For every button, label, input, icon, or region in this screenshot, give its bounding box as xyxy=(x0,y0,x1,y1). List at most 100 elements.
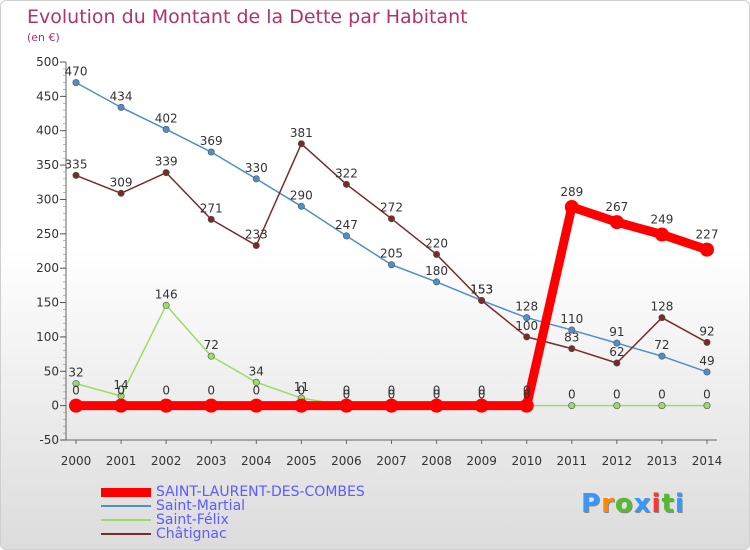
data-label: 72 xyxy=(654,338,669,352)
y-tick-label: 150 xyxy=(36,296,59,310)
data-label: 220 xyxy=(425,236,448,250)
data-point xyxy=(429,398,444,413)
data-point xyxy=(658,402,666,410)
data-point xyxy=(613,402,621,410)
data-point xyxy=(72,79,80,87)
data-label: 0 xyxy=(343,384,351,398)
data-label: 205 xyxy=(380,247,403,261)
y-tick-label: 250 xyxy=(36,227,59,241)
data-label: 289 xyxy=(560,185,583,199)
data-label: 290 xyxy=(290,188,313,202)
data-point xyxy=(69,398,83,413)
data-label: 381 xyxy=(290,126,313,140)
data-point xyxy=(654,227,669,242)
data-point xyxy=(433,250,441,258)
legend-item: Saint-Félix xyxy=(101,513,365,527)
legend-label: SAINT-LAURENT-DES-COMBES xyxy=(156,484,365,500)
x-tick-label: 2003 xyxy=(196,454,227,468)
data-label: 0 xyxy=(388,388,396,402)
data-label: 153 xyxy=(470,282,493,296)
data-label: 0 xyxy=(433,388,441,402)
data-point xyxy=(339,398,354,413)
data-point xyxy=(433,278,441,286)
x-tick-label: 2006 xyxy=(331,454,362,468)
data-point xyxy=(117,103,125,111)
series-0 xyxy=(69,200,714,413)
legend-swatch xyxy=(101,487,151,497)
data-label: 335 xyxy=(65,157,88,171)
data-label: 0 xyxy=(388,384,396,398)
proxiti-logo: Proxiti xyxy=(581,489,685,519)
data-point xyxy=(207,215,215,223)
y-tick-label: 50 xyxy=(44,364,59,378)
chart-subtitle: (en €) xyxy=(27,31,60,44)
data-point xyxy=(387,215,395,223)
data-label: 92 xyxy=(699,324,714,338)
data-point xyxy=(252,175,260,183)
x-tick-label: 2002 xyxy=(151,454,182,468)
data-label: 267 xyxy=(605,200,628,214)
data-point xyxy=(72,380,80,388)
legend-swatch xyxy=(101,533,151,535)
x-tick-label: 2012 xyxy=(602,454,633,468)
data-label: 0 xyxy=(162,384,170,398)
data-point xyxy=(384,398,399,413)
data-point xyxy=(162,125,170,133)
data-point xyxy=(252,378,260,386)
legend: SAINT-LAURENT-DES-COMBES Saint-Martial Sai… xyxy=(101,485,365,541)
data-label: 100 xyxy=(515,319,538,333)
x-tick-label: 2000 xyxy=(61,454,92,468)
series-3 xyxy=(72,140,711,367)
data-point xyxy=(387,261,395,269)
data-point xyxy=(568,326,576,334)
data-point xyxy=(703,368,711,376)
data-label: 0 xyxy=(117,384,125,398)
data-label: 0 xyxy=(658,388,666,402)
data-point xyxy=(474,398,489,413)
y-tick-label: 500 xyxy=(36,55,59,69)
data-label: 34 xyxy=(249,364,264,378)
legend-label: Châtignac xyxy=(156,526,227,542)
data-label: 11 xyxy=(294,380,309,394)
series-layer xyxy=(69,79,714,413)
data-point xyxy=(204,398,219,413)
data-point xyxy=(613,359,621,367)
data-point xyxy=(519,398,534,413)
data-label: 0 xyxy=(613,388,621,402)
data-label: 0 xyxy=(72,384,80,398)
data-point xyxy=(478,296,486,304)
data-point xyxy=(703,338,711,346)
data-label: 330 xyxy=(245,161,268,175)
data-label: 91 xyxy=(609,325,624,339)
x-tick-label: 2008 xyxy=(421,454,452,468)
data-point xyxy=(700,242,714,257)
x-tick-label: 2004 xyxy=(241,454,272,468)
data-point xyxy=(249,398,264,413)
axes: -50 0 50 100 150 200 250 300 350 400 450 500 2000 200… xyxy=(36,55,722,468)
data-label: 247 xyxy=(335,218,358,232)
data-point xyxy=(117,189,125,197)
data-point xyxy=(342,232,350,240)
y-tick-label: 200 xyxy=(36,261,59,275)
data-point xyxy=(159,398,174,413)
data-point xyxy=(342,180,350,188)
data-label: 369 xyxy=(200,134,223,148)
data-point xyxy=(72,171,80,179)
data-label: 402 xyxy=(155,111,178,125)
x-tick-label: 2011 xyxy=(557,454,588,468)
data-label: 0 xyxy=(433,384,441,398)
data-label: 153 xyxy=(470,282,493,296)
data-point xyxy=(609,215,624,230)
data-label: 0 xyxy=(523,384,531,398)
data-point xyxy=(523,314,531,322)
data-point xyxy=(297,140,305,148)
data-label: 128 xyxy=(650,300,673,314)
chart-title: Evolution du Montant de la Dette par Hab… xyxy=(27,6,468,28)
data-label: 0 xyxy=(298,384,306,398)
y-tick-label: -50 xyxy=(39,433,59,447)
x-tick-label: 2009 xyxy=(466,454,497,468)
data-point xyxy=(703,402,711,410)
data-label: 271 xyxy=(200,201,223,215)
